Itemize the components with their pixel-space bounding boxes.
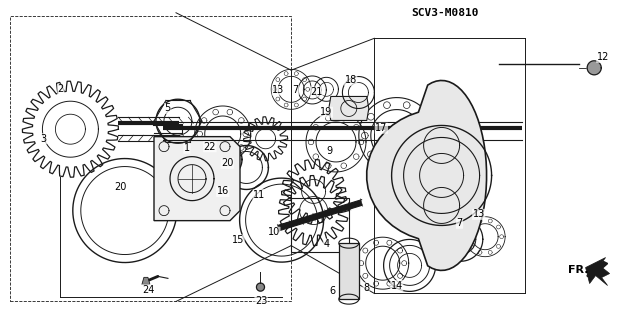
- Text: 7: 7: [456, 218, 463, 228]
- Polygon shape: [588, 61, 601, 75]
- Text: 9: 9: [326, 145, 333, 156]
- Polygon shape: [588, 262, 607, 278]
- Text: 1: 1: [184, 143, 190, 153]
- Polygon shape: [154, 137, 240, 221]
- Text: 10: 10: [268, 227, 280, 237]
- Text: 22: 22: [204, 142, 216, 152]
- Text: SCV3-M0810: SCV3-M0810: [411, 8, 479, 18]
- Text: 8: 8: [363, 283, 369, 293]
- Text: 23: 23: [255, 296, 268, 307]
- Polygon shape: [586, 257, 610, 286]
- Text: 2: 2: [58, 84, 64, 94]
- Text: FR.: FR.: [568, 264, 588, 275]
- Text: 3: 3: [40, 134, 47, 144]
- Text: 15: 15: [232, 235, 244, 245]
- Polygon shape: [142, 277, 150, 284]
- Text: 20: 20: [221, 158, 234, 168]
- Text: 18: 18: [344, 75, 357, 85]
- Text: 6: 6: [330, 286, 336, 296]
- Text: 11: 11: [253, 189, 266, 200]
- Text: 4: 4: [323, 239, 330, 249]
- Text: 7: 7: [292, 85, 299, 95]
- Bar: [339, 243, 359, 299]
- Text: 20: 20: [114, 182, 127, 192]
- Bar: [291, 198, 349, 252]
- Text: 13: 13: [272, 85, 285, 95]
- Text: 24: 24: [142, 285, 155, 295]
- Text: 13: 13: [472, 209, 485, 219]
- Polygon shape: [329, 96, 369, 121]
- Text: 14: 14: [390, 280, 403, 291]
- Polygon shape: [367, 80, 486, 271]
- Text: 16: 16: [216, 186, 229, 197]
- Text: 19: 19: [320, 107, 333, 117]
- Polygon shape: [257, 283, 264, 291]
- Text: 12: 12: [596, 52, 609, 63]
- Text: 21: 21: [310, 87, 323, 97]
- Text: 17: 17: [375, 123, 388, 133]
- Text: 5: 5: [164, 103, 171, 114]
